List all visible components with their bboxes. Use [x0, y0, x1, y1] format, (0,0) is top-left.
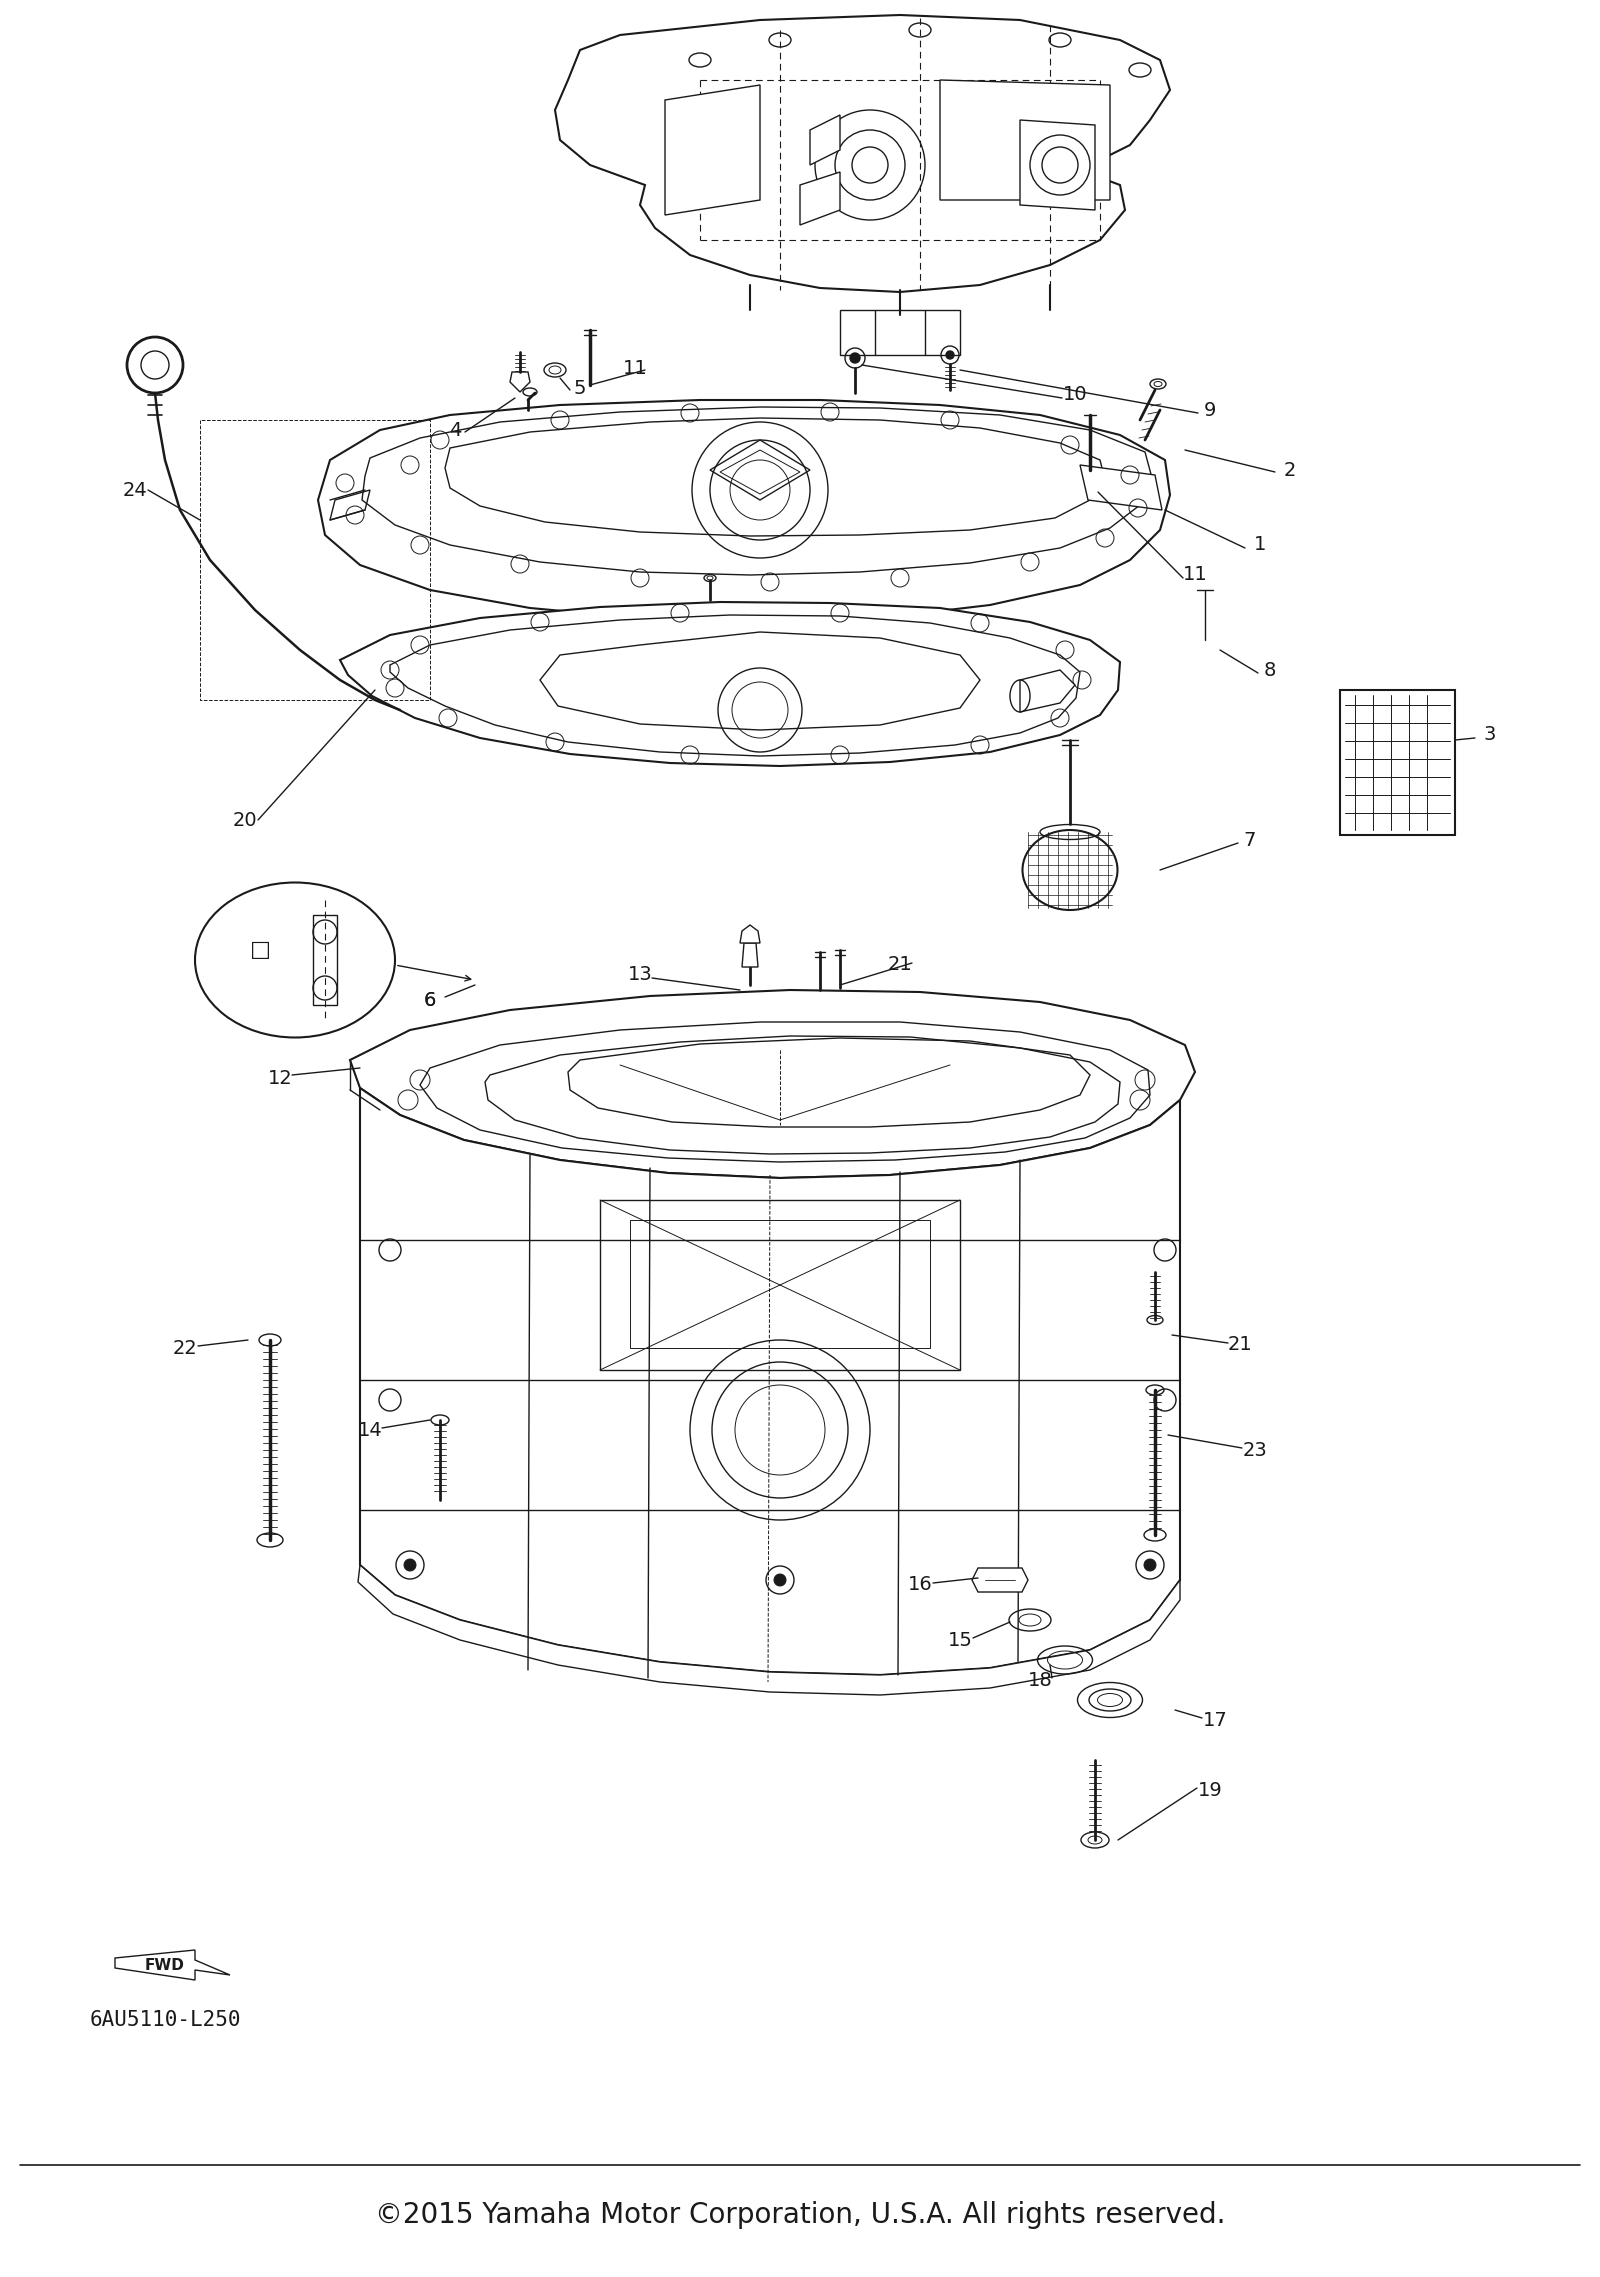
Polygon shape [318, 401, 1170, 622]
Text: 6: 6 [424, 990, 437, 1009]
Text: 5: 5 [574, 378, 586, 398]
Polygon shape [941, 80, 1110, 200]
Text: 1: 1 [1254, 535, 1266, 556]
Polygon shape [115, 1949, 230, 1981]
Polygon shape [666, 84, 760, 214]
Text: FWD: FWD [146, 1958, 186, 1972]
Text: 21: 21 [888, 956, 912, 975]
Circle shape [403, 1560, 416, 1571]
Polygon shape [800, 173, 840, 225]
Text: 8: 8 [1264, 660, 1277, 679]
Text: 4: 4 [450, 421, 461, 439]
Text: 10: 10 [1062, 385, 1088, 405]
Polygon shape [742, 943, 758, 968]
Polygon shape [973, 1569, 1027, 1592]
Polygon shape [1341, 690, 1454, 836]
Polygon shape [1080, 465, 1162, 510]
Text: 11: 11 [1182, 565, 1208, 585]
Text: 19: 19 [1198, 1781, 1222, 1799]
Text: 2: 2 [1283, 460, 1296, 480]
Circle shape [946, 351, 954, 360]
Text: 16: 16 [907, 1576, 933, 1594]
Text: 14: 14 [358, 1421, 382, 1439]
Text: ©2015 Yamaha Motor Corporation, U.S.A. All rights reserved.: ©2015 Yamaha Motor Corporation, U.S.A. A… [374, 2202, 1226, 2229]
Text: 6: 6 [424, 990, 437, 1009]
Text: 12: 12 [267, 1068, 293, 1088]
Circle shape [774, 1573, 786, 1587]
Polygon shape [810, 116, 840, 164]
Text: 18: 18 [1027, 1671, 1053, 1690]
Text: 3: 3 [1483, 726, 1496, 745]
Polygon shape [339, 601, 1120, 765]
Polygon shape [1021, 669, 1075, 713]
Polygon shape [555, 16, 1170, 291]
Text: 17: 17 [1203, 1710, 1227, 1731]
Text: 24: 24 [123, 480, 147, 499]
Text: 22: 22 [173, 1339, 197, 1357]
Text: 20: 20 [232, 811, 258, 829]
Polygon shape [358, 1564, 1181, 1694]
Text: 13: 13 [627, 965, 653, 984]
Circle shape [850, 353, 861, 362]
Text: 6AU5110-L250: 6AU5110-L250 [90, 2011, 240, 2031]
Polygon shape [1021, 121, 1094, 209]
Text: 7: 7 [1243, 831, 1256, 849]
Polygon shape [360, 1088, 1181, 1676]
Circle shape [1144, 1560, 1155, 1571]
Text: 9: 9 [1203, 401, 1216, 419]
Text: □: □ [250, 940, 270, 961]
Polygon shape [350, 990, 1195, 1177]
Polygon shape [739, 924, 760, 943]
Text: 15: 15 [947, 1630, 973, 1649]
Text: 11: 11 [622, 357, 648, 378]
Text: 23: 23 [1243, 1441, 1267, 1460]
Text: 21: 21 [1227, 1337, 1253, 1355]
